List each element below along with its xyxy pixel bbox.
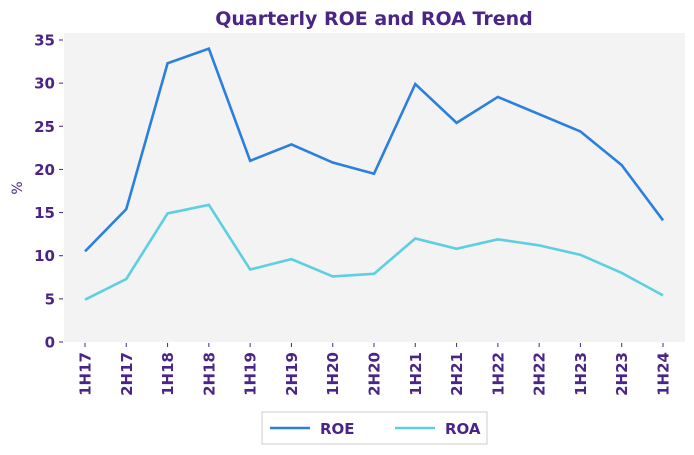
x-tick-label: 2H18 <box>200 352 218 396</box>
x-tick-label: 2H21 <box>448 352 466 396</box>
y-tick-label: 35 <box>34 32 55 50</box>
legend: ROE ROA <box>261 411 488 445</box>
x-tick-label: 2H19 <box>283 352 301 396</box>
x-tick-label: 2H17 <box>118 352 136 396</box>
y-tick-label: 25 <box>34 118 55 136</box>
x-tick-label: 1H21 <box>407 352 425 396</box>
y-tick-label: 20 <box>34 161 55 179</box>
x-tick-label: 1H23 <box>572 352 590 396</box>
x-tick-label: 2H20 <box>366 352 384 396</box>
plot-area <box>64 33 685 342</box>
x-tick-label: 1H19 <box>242 352 260 396</box>
x-tick-label: 1H18 <box>159 352 177 396</box>
x-axis: 1H17 2H17 1H18 2H18 1H19 2H19 1H20 2H20 1H21 2H21… <box>77 343 673 396</box>
series-layer <box>84 46 665 301</box>
x-tick-label: 2H22 <box>531 352 549 396</box>
x-tick-label: 1H17 <box>77 352 95 396</box>
y-axis-label: % <box>10 181 26 194</box>
y-tick-label: 30 <box>34 75 55 93</box>
legend-label-roe: ROE <box>320 420 355 438</box>
x-tick-label: 1H24 <box>655 352 673 396</box>
y-axis: 0 5 10 15 20 25 30 35 <box>34 32 63 352</box>
chart-title: Quarterly ROE and ROA Trend <box>215 8 533 30</box>
x-tick-label: 1H22 <box>489 352 507 396</box>
x-tick-label: 1H20 <box>324 352 342 396</box>
x-tick-label: 2H23 <box>613 352 631 396</box>
y-tick-label: 10 <box>34 247 55 265</box>
y-tick-label: 15 <box>34 204 55 222</box>
y-tick-label: 5 <box>45 290 55 308</box>
legend-label-roa: ROA <box>445 420 481 438</box>
y-tick-label: 0 <box>45 334 55 352</box>
